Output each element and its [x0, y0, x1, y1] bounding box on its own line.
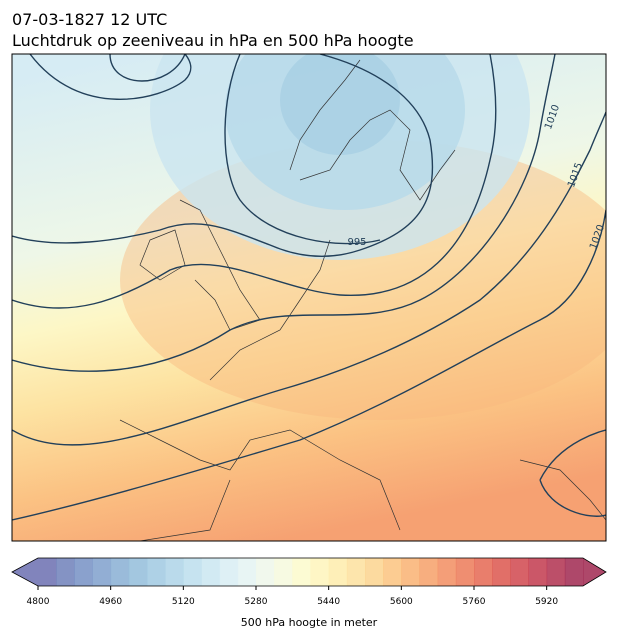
colorbar-segment [128, 558, 148, 586]
map-frame [11, 53, 607, 542]
colorbar-extend-low [12, 558, 38, 586]
colorbar-segment [237, 558, 257, 586]
colorbar-tick-label: 4800 [27, 597, 50, 607]
colorbar-segment [110, 558, 130, 586]
colorbar-outline [11, 557, 607, 587]
colorbar-segment [274, 558, 293, 586]
date-title: 07-03-1827 12 UTC [12, 10, 167, 29]
colorbar-segment [346, 558, 366, 586]
colorbar-segment [365, 558, 384, 586]
colorbar-segment [256, 558, 275, 586]
colorbar-segment [310, 558, 330, 586]
colorbar-segment [492, 558, 511, 586]
map-title: Luchtdruk op zeeniveau in hPa en 500 hPa… [12, 31, 414, 50]
colorbar-tick-label: 5920 [535, 597, 558, 607]
colorbar-segment [328, 558, 348, 586]
colorbar-tick-label: 5600 [390, 597, 413, 607]
colorbar-segment [510, 558, 529, 586]
colorbar-segment [455, 558, 475, 586]
colorbar-tick-label: 5120 [172, 597, 195, 607]
colorbar-segment [92, 558, 112, 586]
colorbar-segment [437, 558, 457, 586]
colorbar-segment [183, 558, 202, 586]
colorbar-segment [292, 558, 311, 586]
colorbar-tick-label: 5440 [317, 597, 340, 607]
colorbar-label: 500 hPa hoogte in meter [241, 616, 378, 629]
colorbar-segment [38, 558, 57, 586]
colorbar-segment [147, 558, 166, 586]
colorbar-segment [546, 558, 566, 586]
colorbar-segment [474, 558, 493, 586]
colorbar-tick-label: 4960 [99, 597, 122, 607]
colorbar-segment [201, 558, 221, 586]
colorbar-extend-high [583, 558, 606, 586]
colorbar-segment [219, 558, 239, 586]
colorbar-segment [564, 558, 584, 586]
colorbar-segment [56, 558, 75, 586]
colorbar-segment [165, 558, 184, 586]
colorbar-tick-label: 5760 [463, 597, 486, 607]
colorbar-segment [528, 558, 548, 586]
colorbar-segment [419, 558, 439, 586]
colorbar-tick-label: 5280 [245, 597, 268, 607]
colorbar-segment [383, 558, 402, 586]
colorbar-segment [74, 558, 93, 586]
colorbar: 4800 4960 5120 5280 5440 5600 5760 5920 [11, 557, 607, 607]
contour-label: 995 [347, 237, 366, 248]
map [12, 54, 606, 541]
colorbar-segment [401, 558, 420, 586]
